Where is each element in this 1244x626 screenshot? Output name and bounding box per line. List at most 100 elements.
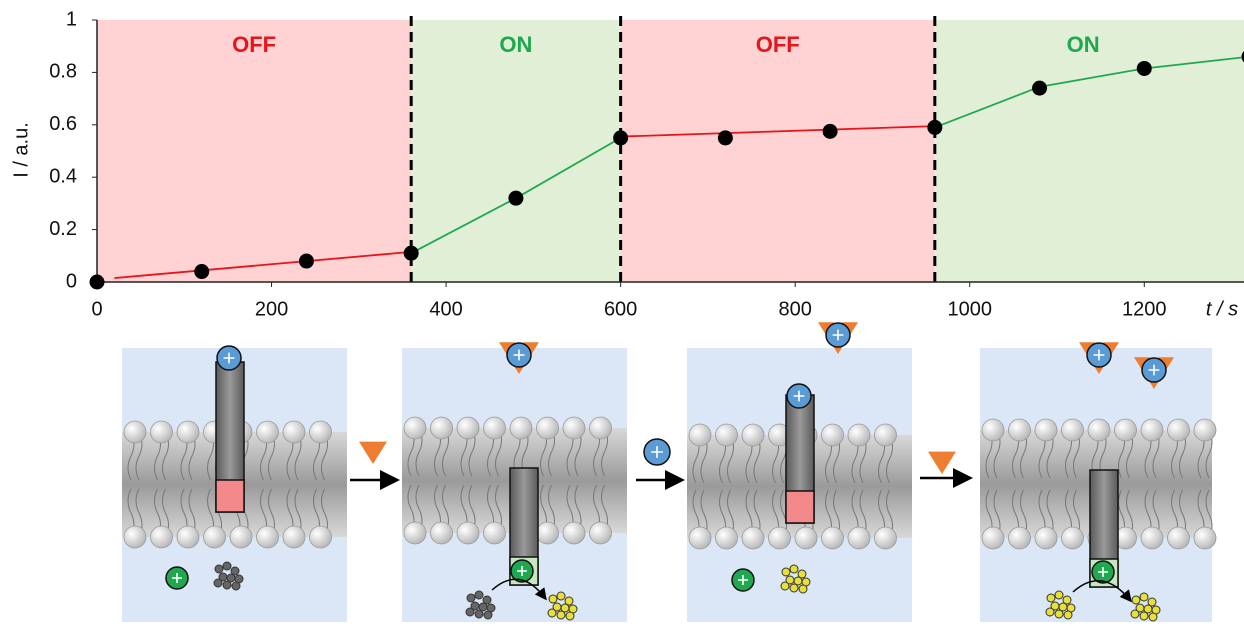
lipid-head (283, 526, 305, 548)
molecule (1140, 593, 1148, 601)
molecule (466, 608, 474, 616)
lipid-head (689, 424, 711, 446)
lipid-head (457, 417, 479, 439)
region (97, 20, 411, 282)
lipid-head (982, 419, 1004, 441)
y-tick-label: 0 (66, 270, 77, 292)
data-point (299, 254, 314, 269)
lipid-head (1009, 527, 1031, 549)
y-tick-label: 0.8 (49, 61, 77, 83)
lipid-head (1168, 419, 1190, 441)
lipid-head (431, 522, 453, 544)
lipid-head (716, 527, 738, 549)
lipid-head (431, 417, 453, 439)
molecule (232, 582, 240, 590)
lipid-head (1168, 527, 1190, 549)
molecule (1055, 591, 1063, 599)
lipid-head (1009, 419, 1031, 441)
molecule (484, 611, 492, 619)
lipid-head (1141, 419, 1163, 441)
region (621, 20, 935, 282)
molecule (790, 565, 798, 573)
molecule (1047, 594, 1055, 602)
lipid-head (151, 421, 173, 443)
lipid-head (769, 527, 791, 549)
y-axis-label: I / a.u. (10, 122, 32, 178)
lipid-head (484, 522, 506, 544)
lipid-head (822, 424, 844, 446)
data-point (1032, 81, 1047, 96)
region-label: ON (499, 32, 532, 57)
figure: OFFONOFFON02004006008001000120000.20.40.… (0, 0, 1244, 626)
lipid-head (716, 424, 738, 446)
lipid-head (484, 417, 506, 439)
molecule (790, 584, 798, 592)
molecule (475, 610, 483, 618)
lipid-head (257, 421, 279, 443)
molecule (1149, 613, 1157, 621)
molecule (548, 609, 556, 617)
y-tick-label: 1 (66, 8, 77, 30)
molecule (782, 568, 790, 576)
lipid-head (563, 417, 585, 439)
lipid-head (590, 522, 612, 544)
data-point (613, 130, 628, 145)
molecule (1064, 611, 1072, 619)
data-point (508, 191, 523, 206)
lipid-head (537, 522, 559, 544)
lipid-head (563, 522, 585, 544)
lipid-head (537, 417, 559, 439)
y-tick-label: 0.6 (49, 113, 77, 135)
lipid-head (689, 527, 711, 549)
molecule (549, 595, 557, 603)
x-tick-label: 400 (429, 298, 462, 320)
molecule (1046, 608, 1054, 616)
lipid-head (457, 522, 479, 544)
channel-gate (216, 480, 244, 512)
data-point (194, 264, 209, 279)
molecule (215, 565, 223, 573)
y-tick-label: 0.4 (49, 165, 77, 187)
lipid-head (1062, 419, 1084, 441)
lipid-head (875, 424, 897, 446)
molecule (1132, 596, 1140, 604)
lipid-head (177, 421, 199, 443)
lipid-head (124, 526, 146, 548)
x-tick-label: 800 (778, 298, 811, 320)
x-tick-label: 600 (604, 298, 637, 320)
molecule (1055, 610, 1063, 618)
region (411, 20, 620, 282)
molecule (781, 582, 789, 590)
molecule (214, 579, 222, 587)
data-point (718, 130, 733, 145)
region-label: OFF (756, 32, 800, 57)
channel-gate (786, 491, 814, 523)
lipid-head (1035, 527, 1057, 549)
y-tick-label: 0.2 (49, 218, 77, 240)
x-axis-label: t / s (1206, 298, 1238, 320)
diagram (122, 322, 1216, 622)
lipid-head (848, 527, 870, 549)
lipid-head (310, 421, 332, 443)
lipid-head (848, 424, 870, 446)
data-point (1137, 61, 1152, 76)
ligand (928, 452, 956, 474)
ligand (359, 442, 387, 464)
data-point (927, 120, 942, 135)
lipid-head (1194, 419, 1216, 441)
molecule (1131, 610, 1139, 618)
molecule (475, 591, 483, 599)
lipid-head (257, 526, 279, 548)
molecule (566, 612, 574, 620)
lipid-head (742, 527, 764, 549)
lipid-head (1194, 527, 1216, 549)
x-tick-label: 0 (91, 298, 102, 320)
data-point (404, 246, 419, 261)
lipid-head (822, 527, 844, 549)
x-tick-label: 1200 (1122, 298, 1167, 320)
region-label: OFF (232, 32, 276, 57)
region (935, 20, 1244, 282)
lipid-head (1035, 419, 1057, 441)
molecule (799, 585, 807, 593)
